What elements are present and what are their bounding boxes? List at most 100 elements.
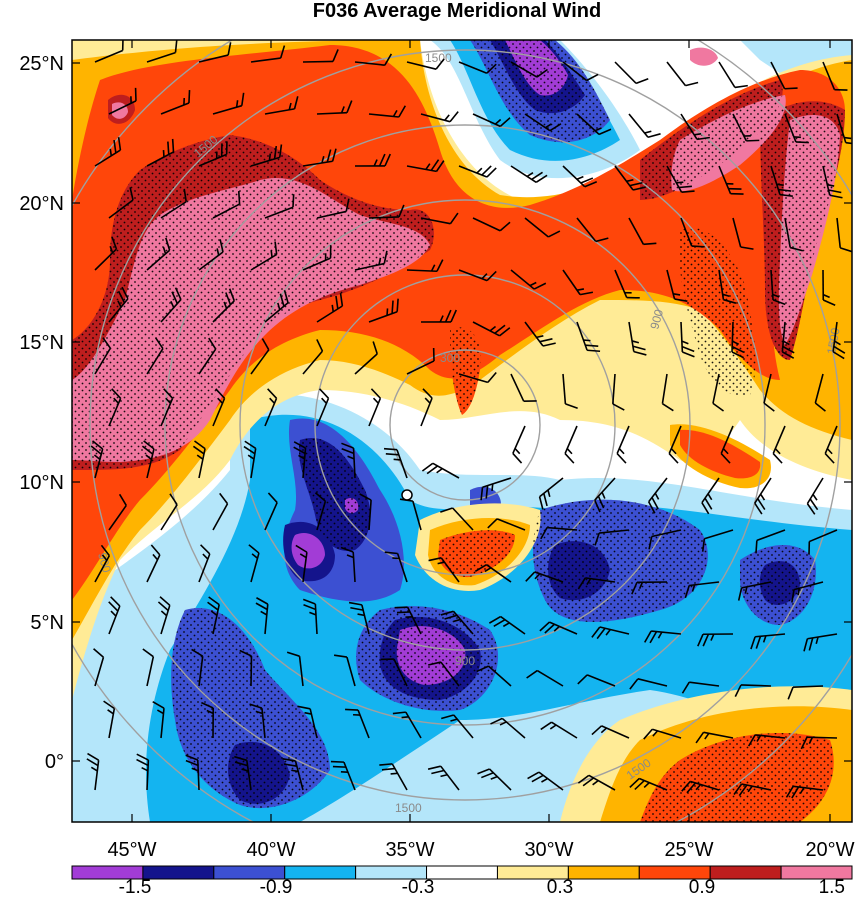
lat-label-5n: 5°N (30, 612, 64, 634)
wind-barb-feather (594, 532, 600, 546)
wind-barb-feather (644, 130, 652, 134)
wind-barb-shaft (406, 61, 437, 70)
lat-label-15n: 15°N (19, 332, 64, 354)
wind-barb-shaft (393, 658, 408, 687)
wind-barb-feather (772, 299, 786, 306)
wind-barb-feather (779, 193, 793, 197)
wind-barb-feather (428, 557, 442, 562)
wind-barb-feather (486, 63, 497, 74)
wind-barb-feather (346, 100, 353, 113)
wind-barb-feather (87, 752, 100, 761)
wind-barb-shaft (756, 529, 786, 542)
wind-barb-shaft (250, 349, 270, 375)
wind-barb-feather (321, 155, 325, 164)
wind-barb-feather (697, 633, 704, 647)
wind-barb-feather (118, 493, 127, 506)
wind-barb-feather (502, 622, 510, 628)
wind-barb-feather (107, 709, 114, 715)
wind-barb-shaft (94, 49, 123, 63)
wind-barb-feather (390, 772, 398, 775)
wind-barb-feather (487, 518, 498, 529)
lon-label-45w: 45°W (107, 839, 156, 861)
wind-barb-shaft (406, 360, 435, 375)
wind-barb-feather (92, 440, 104, 450)
wind-barb-feather (784, 87, 798, 90)
wind-barb-feather (803, 638, 809, 652)
wind-barb-feather (384, 53, 393, 66)
wind-barb-feather (332, 49, 339, 62)
wind-barb-feather (531, 774, 544, 783)
wind-barb-feather (136, 753, 149, 761)
wind-barb-feather (799, 787, 805, 795)
wind-barb-feather (481, 772, 494, 779)
wind-barb-feather (86, 758, 99, 767)
wind-barb-feather (629, 777, 640, 788)
wind-barb-feather (169, 493, 178, 506)
wind-barb-feather (704, 732, 710, 740)
wind-barb-feather (806, 503, 816, 515)
wind-barb-feather (512, 452, 523, 464)
wind-barb-feather (117, 137, 122, 151)
wind-barb-feather (592, 779, 599, 786)
wind-barb-feather (681, 780, 691, 792)
wind-barb-feather (381, 767, 395, 771)
wind-barb-feather (536, 335, 544, 339)
wind-barb-feather (101, 554, 108, 561)
colorbar-label-neg0-9: -0.9 (260, 877, 293, 898)
wind-barb-feather (826, 448, 833, 455)
wind-barb-shaft (612, 373, 616, 404)
axis-ticks (72, 40, 852, 822)
wind-barb-shaft (822, 61, 836, 91)
wind-barb-shaft (250, 57, 281, 63)
wind-barb-feather (450, 309, 457, 323)
wind-barb-feather (774, 448, 781, 455)
wind-barb-feather (302, 598, 316, 605)
wind-barb-feather (514, 447, 521, 455)
wind-barb-feather (722, 293, 730, 297)
wind-barb-feather (346, 554, 354, 559)
wind-barb-feather (431, 769, 445, 775)
wind-barb-feather (586, 73, 599, 82)
wind-barb-feather (526, 669, 538, 679)
wind-barb-feather (117, 290, 126, 304)
wind-barb-feather (384, 551, 398, 555)
wind-barb-feather (256, 597, 269, 605)
wind-barb-feather (235, 100, 239, 108)
wind-barb-feather (251, 553, 258, 559)
wind-barb-feather (196, 454, 204, 460)
wind-barb-feather (540, 721, 552, 731)
wind-barb-feather (340, 106, 345, 114)
map-title: F036 Average Meridional Wind (313, 0, 601, 22)
wind-barb-feather (797, 588, 801, 596)
wind-barb-shaft (732, 217, 742, 248)
wind-barb-feather (295, 544, 308, 553)
wind-barb-shaft (316, 210, 347, 219)
wind-barb-feather (576, 175, 584, 180)
wind-barb-shaft (412, 500, 422, 531)
range-rings (72, 40, 852, 822)
wind-barb-feather (299, 553, 307, 559)
wind-barb-feather (595, 237, 609, 243)
wind-barb-feather (136, 758, 149, 767)
plot-area: 300 900 900 900 1500 1500 1500 1500 1500 (72, 40, 852, 822)
wind-barb-feather (525, 571, 536, 582)
wind-barb-shaft (354, 353, 378, 375)
lat-label-10n: 10°N (19, 472, 64, 494)
wind-barb-shaft (212, 503, 229, 531)
wind-barb-shaft (346, 656, 356, 687)
wind-barb-shaft (354, 61, 385, 66)
wind-barb-feather (734, 84, 748, 89)
wind-barb-feather (401, 715, 409, 719)
wind-barb-shaft (524, 217, 549, 238)
wind-barb-feather (651, 497, 659, 510)
wind-barb-feather (425, 163, 431, 170)
wind-barb-feather (494, 324, 506, 334)
wind-barb-feather (156, 709, 164, 715)
wind-barb-shaft (809, 529, 838, 543)
wind-barb-feather (629, 678, 639, 690)
wind-barb-feather (547, 489, 551, 497)
wind-barb-shaft (440, 661, 460, 687)
wind-barb-shaft (496, 518, 526, 531)
wind-barb-shaft (488, 665, 512, 687)
